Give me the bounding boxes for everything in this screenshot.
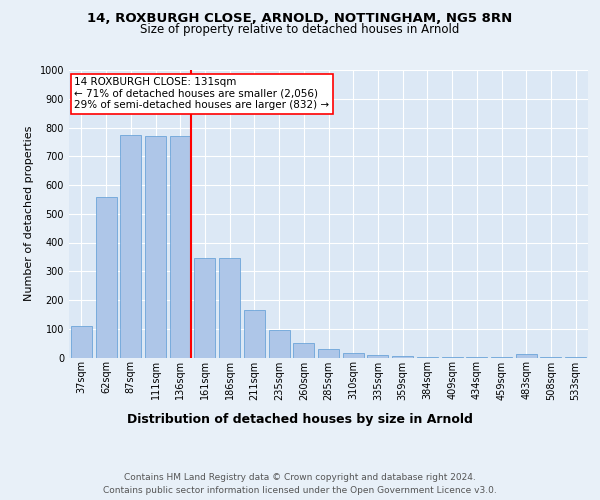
Text: 14 ROXBURGH CLOSE: 131sqm
← 71% of detached houses are smaller (2,056)
29% of se: 14 ROXBURGH CLOSE: 131sqm ← 71% of detac… <box>74 77 329 110</box>
Bar <box>95 196 116 358</box>
Bar <box>516 354 537 358</box>
Bar <box>442 357 463 358</box>
Bar <box>120 134 141 358</box>
Bar <box>71 326 92 358</box>
Bar <box>269 330 290 357</box>
Bar <box>343 353 364 358</box>
Bar <box>367 355 388 358</box>
Bar <box>170 136 191 358</box>
Bar <box>145 136 166 358</box>
Bar <box>219 258 240 358</box>
Y-axis label: Number of detached properties: Number of detached properties <box>24 126 34 302</box>
Text: Size of property relative to detached houses in Arnold: Size of property relative to detached ho… <box>140 22 460 36</box>
Bar <box>392 356 413 358</box>
Bar <box>417 356 438 358</box>
Bar <box>318 349 339 358</box>
Bar <box>293 343 314 357</box>
Bar <box>194 258 215 358</box>
Bar <box>244 310 265 358</box>
Text: Distribution of detached houses by size in Arnold: Distribution of detached houses by size … <box>127 412 473 426</box>
Text: 14, ROXBURGH CLOSE, ARNOLD, NOTTINGHAM, NG5 8RN: 14, ROXBURGH CLOSE, ARNOLD, NOTTINGHAM, … <box>88 12 512 26</box>
Text: Contains HM Land Registry data © Crown copyright and database right 2024.
Contai: Contains HM Land Registry data © Crown c… <box>103 474 497 495</box>
